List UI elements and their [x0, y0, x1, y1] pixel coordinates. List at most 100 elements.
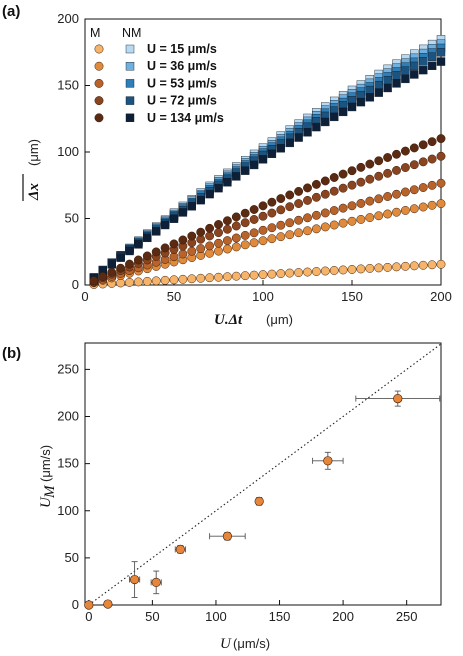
data-point-nm: [143, 233, 152, 243]
data-point-m: [178, 274, 188, 284]
panel-a-xlabel-main: U.Δt: [214, 312, 243, 328]
data-point-m: [160, 243, 170, 253]
data-point-m: [303, 226, 312, 236]
data-point-m: [392, 165, 401, 175]
legend-marker-nm: [125, 62, 135, 71]
data-point-nm: [401, 66, 410, 75]
data-point-m: [107, 267, 117, 277]
data-point-nm: [151, 227, 161, 236]
panel-b-xtick-label: 0: [85, 609, 92, 624]
panel-a-ytick-label: 50: [65, 211, 79, 226]
data-point-nm: [169, 214, 179, 223]
panel-b-plot: [84, 343, 442, 610]
data-point-m: [392, 149, 401, 159]
data-point-m: [374, 211, 384, 221]
data-point-m: [383, 262, 393, 272]
data-point-m: [276, 205, 286, 215]
legend-marker-m: [94, 61, 104, 71]
panel-b-ytick-label: 100: [57, 503, 79, 518]
data-point-m: [311, 210, 321, 220]
panel-a-xtick-label: 150: [341, 289, 363, 304]
data-point-m: [311, 192, 321, 202]
data-point-m: [338, 203, 348, 213]
panel-a: (a) 0 50 100 150 200 0 50 100 150 200 M NM U = 15…: [2, 3, 452, 328]
data-point-m: [222, 272, 232, 282]
panel-a-ytick-label: 150: [57, 78, 79, 93]
data-point-m: [205, 241, 215, 251]
data-point-m: [142, 276, 152, 286]
data-point-m: [436, 259, 446, 269]
data-point-m: [258, 225, 268, 235]
data-point-m: [294, 186, 304, 196]
data-point-m: [383, 192, 393, 201]
data-point-nm: [374, 80, 383, 90]
data-point-m: [320, 222, 330, 232]
data-point-m: [320, 208, 330, 218]
data-point-m: [258, 201, 268, 211]
data-point-m: [418, 183, 428, 192]
data-point-m: [169, 239, 179, 249]
data-point-m: [303, 195, 312, 205]
data-point-m: [285, 268, 295, 278]
data-point-m: [365, 213, 375, 223]
data-point-m: [125, 259, 134, 269]
legend-marker-m: [94, 78, 104, 88]
data-point: [150, 570, 162, 595]
data-point-m: [205, 273, 215, 283]
panel-a-xtick-label: 50: [167, 289, 181, 304]
data-marker: [84, 600, 94, 610]
legend-item: U = 36 μm/s: [94, 59, 217, 73]
legend-header-nm: NM: [122, 26, 141, 40]
data-point-m: [178, 249, 188, 259]
data-point-nm: [419, 65, 428, 75]
series-nm-134: [89, 57, 446, 283]
panel-b-ticks: 0 50 100 150 200 250 0 50 100 150 200 250: [57, 361, 417, 624]
data-marker: [254, 496, 264, 506]
data-point-nm: [232, 172, 241, 181]
data-point-m: [347, 180, 357, 190]
panel-b-label: (b): [2, 345, 21, 362]
data-point-nm: [330, 112, 339, 122]
data-point-m: [356, 162, 366, 172]
panel-a-ytick-label: 200: [57, 11, 79, 26]
legend-item: U = 53 μm/s: [94, 76, 217, 90]
data-point-nm: [338, 107, 348, 117]
data-point-m: [409, 143, 419, 153]
data-point-nm: [410, 70, 419, 79]
data-point-nm: [125, 246, 134, 256]
data-point-m: [187, 231, 197, 241]
data-point-m: [258, 211, 268, 221]
data-point: [129, 561, 141, 598]
data-point-m: [365, 263, 375, 273]
data-point-nm: [383, 83, 392, 93]
data-point-nm: [249, 160, 259, 170]
data-point-m: [133, 255, 143, 265]
legend-rows: U = 15 μm/s U = 36 μm/s U = 53 μm/s U = 72 …: [94, 42, 224, 125]
data-point-m: [222, 236, 232, 246]
data-point-nm: [410, 61, 419, 71]
data-point-m: [356, 264, 366, 274]
panel-b-xtick-label: 50: [145, 609, 159, 624]
data-point-nm: [383, 76, 392, 85]
data-point-m: [418, 157, 428, 167]
legend-item: U = 134 μm/s: [94, 111, 224, 125]
data-point-m: [294, 228, 304, 238]
panel-b-xtick-label: 100: [205, 609, 227, 624]
data-point-m: [436, 178, 446, 188]
legend-label: U = 72 μm/s: [147, 94, 217, 108]
data-point-m: [303, 183, 312, 193]
data-point-m: [436, 151, 446, 161]
panel-a-xtick-label: 200: [430, 289, 452, 304]
legend-marker-m: [94, 96, 104, 106]
data-marker: [151, 577, 161, 587]
series-m-36: [89, 199, 446, 288]
data-point-m: [276, 220, 286, 230]
data-point-m: [356, 177, 366, 187]
legend-marker-m: [94, 44, 104, 54]
data-point-m: [249, 215, 259, 224]
data-point-m: [365, 174, 375, 184]
data-point-m: [187, 246, 197, 256]
data-point-m: [267, 197, 277, 207]
data-point-m: [231, 242, 241, 252]
data-point-nm: [321, 117, 330, 127]
